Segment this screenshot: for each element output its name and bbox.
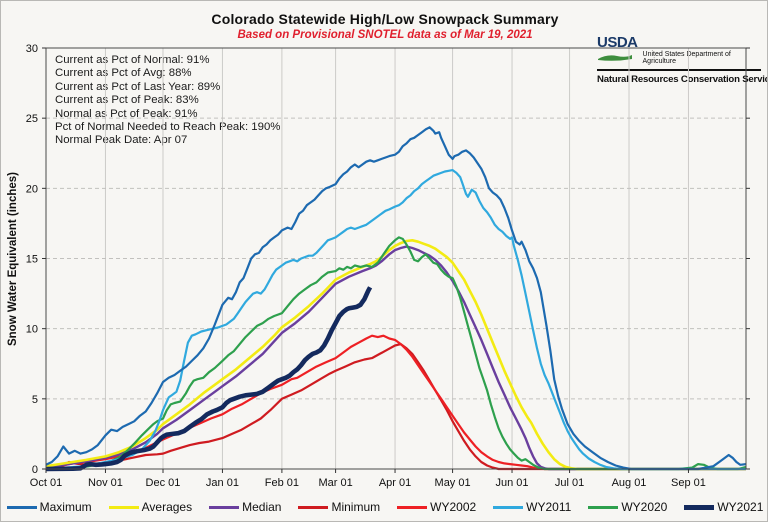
- stat-line: Normal as Pct of Peak: 91%: [55, 107, 198, 120]
- x-tick-label: Apr 01: [379, 477, 411, 489]
- legend-label: Maximum: [39, 500, 92, 514]
- legend-item-median: Median: [209, 500, 281, 514]
- usda-divider-rule: [597, 69, 761, 71]
- x-tick-label: Nov 01: [88, 477, 123, 489]
- y-tick-label: 5: [32, 394, 38, 406]
- legend-label: WY2011: [526, 500, 572, 514]
- usda-department-text: United States Department of Agriculture: [642, 51, 731, 65]
- legend-swatch-averages: [108, 505, 139, 509]
- x-tick-label: Oct 01: [30, 477, 62, 489]
- y-tick-label: 15: [26, 254, 38, 266]
- legend-swatch-maximum: [6, 505, 37, 509]
- legend-label: Median: [242, 500, 282, 514]
- subtitle-provisional-note: Based on Provisional SNOTEL data as of M…: [237, 29, 533, 41]
- y-tick-label: 20: [26, 183, 38, 195]
- usda-logo-text: USDA: [597, 34, 638, 51]
- series-line-averages: [45, 239, 746, 471]
- legend-item-wy2002: WY2002: [397, 500, 476, 514]
- legend-item-wy2020: WY2020: [588, 500, 667, 514]
- legend-label: WY2020: [621, 500, 668, 514]
- y-tick-label: 0: [32, 464, 38, 476]
- legend-label: Averages: [141, 500, 193, 514]
- x-tick-label: May 01: [435, 477, 471, 489]
- series-line-maximum: [45, 126, 747, 471]
- stat-line: Normal Peak Date: Apr 07: [55, 134, 188, 147]
- stat-line: Current as Pct of Normal: 91%: [55, 54, 210, 66]
- x-tick-label: Jul 01: [555, 477, 584, 489]
- x-tick-label: Feb 01: [265, 477, 299, 489]
- page-title: Colorado Statewide High/Low Snowpack Sum…: [211, 11, 559, 27]
- series-line-wy2011: [45, 169, 746, 471]
- legend-label: Minimum: [331, 500, 381, 514]
- legend-swatch-minimum: [298, 505, 329, 509]
- usda-swoosh-icon: [598, 55, 632, 61]
- legend-swatch-wy2020: [588, 505, 619, 509]
- legend-item-averages: Averages: [108, 500, 193, 514]
- series-line-wy2021: [45, 286, 373, 472]
- x-tick-label: Dec 01: [146, 477, 181, 489]
- legend-swatch-wy2002: [397, 505, 428, 509]
- legend-label: WY2002: [430, 500, 477, 514]
- x-tick-label: Jan 01: [206, 477, 239, 489]
- chart-legend: Maximum Averages Median Minimum WY2002 WY2011…: [1, 500, 767, 514]
- legend-item-maximum: Maximum: [6, 500, 92, 514]
- x-tick-label: Jun 01: [496, 477, 529, 489]
- legend-item-wy2011: WY2011: [493, 500, 571, 514]
- legend-label: WY2021: [717, 500, 764, 514]
- nrcs-text: Natural Resources Conservation Service: [597, 74, 768, 85]
- legend-swatch-wy2021: [684, 504, 715, 510]
- y-tick-label: 10: [26, 324, 38, 336]
- legend-item-wy2021: WY2021: [684, 500, 763, 514]
- y-tick-label: 25: [26, 113, 38, 125]
- x-tick-label: Aug 01: [612, 477, 647, 489]
- y-tick-label: 30: [26, 43, 38, 55]
- stat-line: Current as Pct of Avg: 88%: [55, 67, 192, 80]
- usda-nrcs-logo-block: USDA United States Department of Agricul…: [597, 34, 768, 85]
- x-tick-label: Sep 01: [671, 477, 706, 489]
- legend-swatch-wy2011: [493, 505, 524, 509]
- stat-line: Current as Pct of Last Year: 89%: [55, 80, 221, 93]
- x-tick-label: Mar 01: [318, 477, 352, 489]
- legend-swatch-median: [209, 505, 240, 509]
- usda-logo: USDA: [597, 34, 638, 66]
- series-line-wy2020: [45, 236, 747, 471]
- series-line-median: [45, 245, 746, 471]
- legend-item-minimum: Minimum: [298, 500, 380, 514]
- stat-line: Pct of Normal Needed to Reach Peak: 190%: [55, 121, 281, 134]
- series-line-minimum: [45, 343, 746, 471]
